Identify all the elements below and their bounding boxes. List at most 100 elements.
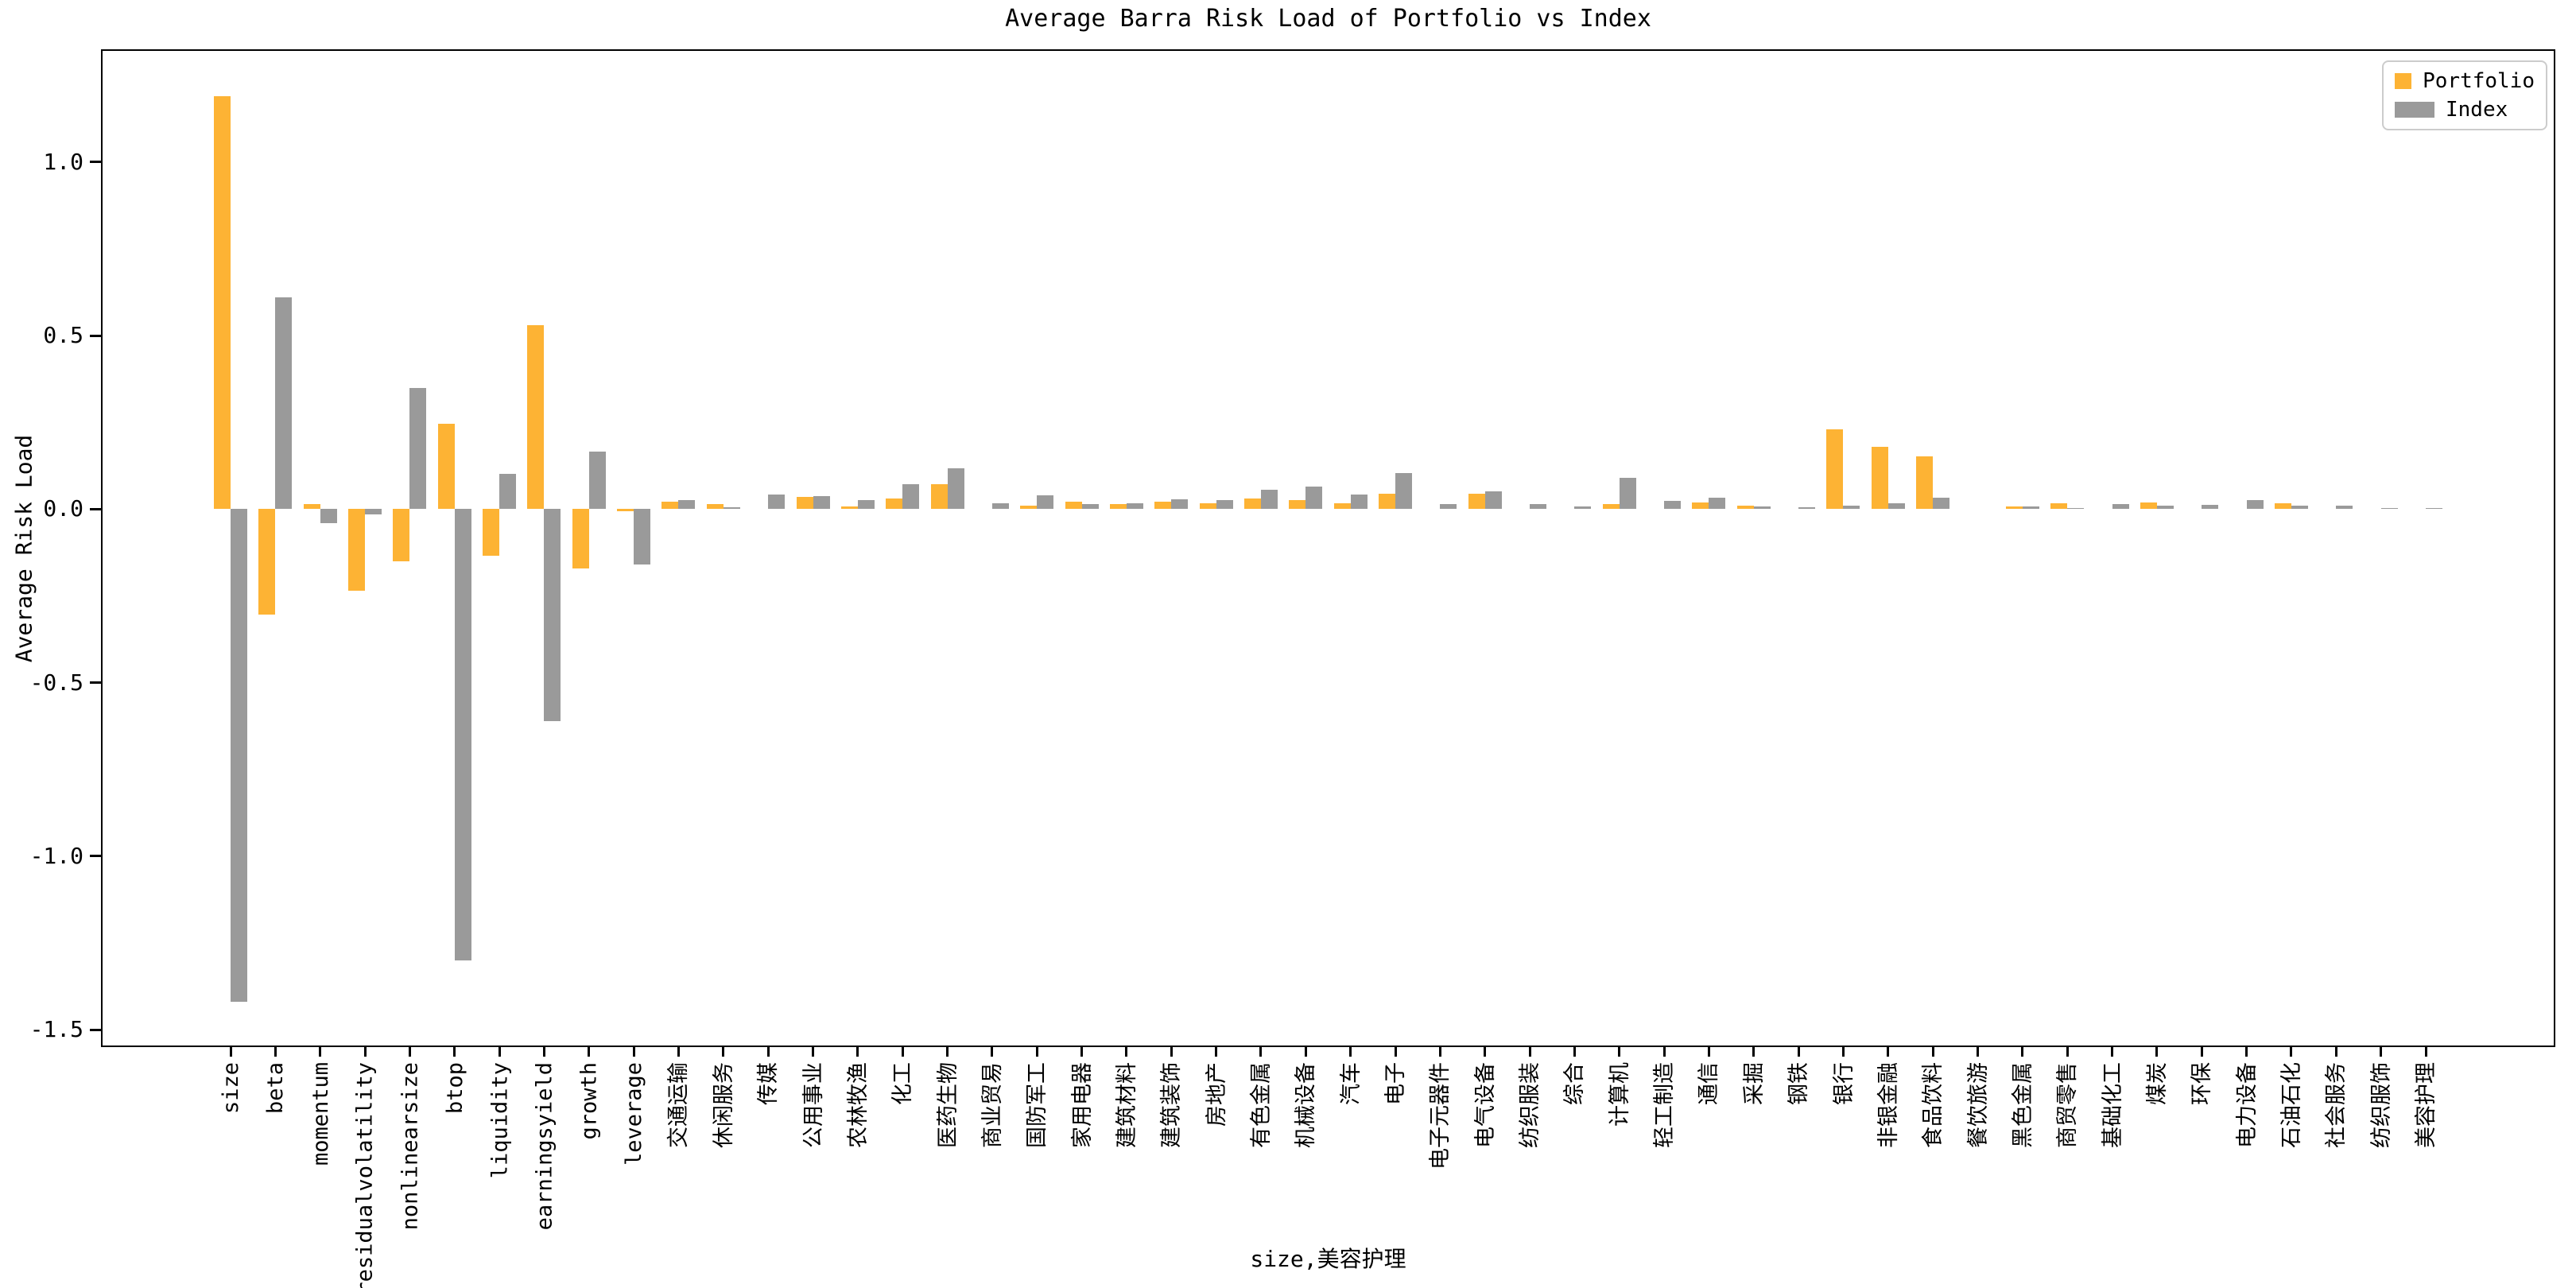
x-tick-mark [2424, 1047, 2427, 1057]
x-tick-mark [1618, 1047, 1621, 1057]
bar-index-40 [2022, 506, 2039, 510]
x-tick-label: 建筑材料 [1114, 1062, 1139, 1148]
legend-swatch-portfolio-icon [2395, 73, 2412, 89]
bar-index-34 [1753, 506, 1771, 510]
y-tick-mark [90, 1028, 101, 1031]
bar-portfolio-13 [796, 497, 813, 510]
x-tick-label: 化工 [890, 1062, 916, 1105]
x-tick-mark [856, 1047, 859, 1057]
bar-index-45 [2246, 500, 2264, 510]
x-tick-mark [1573, 1047, 1576, 1057]
bar-index-30 [1574, 506, 1592, 510]
x-tick-mark [1125, 1047, 1128, 1057]
legend-item-portfolio: Portfolio [2395, 70, 2535, 92]
bar-index-42 [2112, 504, 2129, 510]
legend-swatch-index-icon [2395, 102, 2434, 118]
bar-index-27 [1440, 504, 1457, 510]
x-tick-label: 纺织服饰 [2368, 1062, 2394, 1148]
x-tick-label: residualvolatility [353, 1062, 378, 1288]
x-tick-label: 家用电器 [1069, 1062, 1095, 1148]
bar-portfolio-4 [393, 509, 410, 561]
bar-index-46 [2291, 506, 2308, 510]
x-tick-mark [229, 1047, 232, 1057]
bar-index-37 [1887, 502, 1905, 510]
x-tick-label: 房地产 [1204, 1062, 1229, 1127]
bar-index-5 [454, 509, 471, 960]
y-tick-label: 0.0 [43, 495, 83, 522]
bar-portfolio-37 [1871, 447, 1888, 510]
x-tick-mark [2155, 1047, 2159, 1057]
bar-index-33 [1709, 497, 1726, 510]
bar-index-35 [1798, 506, 1816, 510]
x-tick-label: 非银金融 [1876, 1062, 1901, 1148]
x-tick-mark [1977, 1047, 1980, 1057]
bar-portfolio-3 [348, 509, 366, 591]
bar-index-10 [678, 499, 696, 510]
bar-portfolio-9 [617, 509, 634, 512]
bar-portfolio-43 [2140, 502, 2157, 510]
x-tick-mark [1215, 1047, 1218, 1057]
x-tick-mark [1080, 1047, 1084, 1057]
bar-index-0 [231, 509, 247, 1003]
bar-index-1 [275, 297, 293, 510]
x-tick-mark [1662, 1047, 1666, 1057]
bar-portfolio-20 [1109, 504, 1127, 510]
x-tick-mark [2380, 1047, 2383, 1057]
x-tick-label: 汽车 [1338, 1062, 1364, 1105]
bar-index-20 [1126, 502, 1143, 510]
y-tick-mark [90, 681, 101, 685]
x-tick-mark [677, 1047, 680, 1057]
bar-index-13 [813, 496, 830, 510]
x-tick-mark [2021, 1047, 2024, 1057]
x-tick-label: 电子 [1383, 1062, 1409, 1105]
y-tick-label: 0.5 [43, 322, 83, 349]
bar-portfolio-21 [1154, 501, 1172, 510]
legend-item-index: Index [2395, 99, 2535, 121]
bar-portfolio-0 [214, 95, 231, 510]
x-tick-label: 基础化工 [2100, 1062, 2125, 1148]
bar-index-22 [1216, 500, 1233, 510]
x-tick-mark [408, 1047, 411, 1057]
x-tick-mark [632, 1047, 635, 1057]
x-tick-mark [1438, 1047, 1441, 1057]
bar-index-11 [723, 507, 740, 510]
x-tick-mark [588, 1047, 591, 1057]
x-tick-mark [1887, 1047, 1890, 1057]
bar-index-17 [991, 502, 1009, 510]
bar-index-24 [1305, 486, 1323, 510]
bar-index-7 [544, 509, 561, 721]
x-tick-mark [1797, 1047, 1800, 1057]
bar-index-49 [2426, 507, 2442, 510]
bar-portfolio-41 [2050, 503, 2068, 510]
bar-portfolio-16 [930, 483, 948, 510]
bar-index-14 [857, 500, 875, 510]
x-tick-mark [901, 1047, 904, 1057]
bar-portfolio-19 [1065, 502, 1082, 510]
x-tick-label: size [219, 1062, 243, 1115]
bar-index-43 [2156, 506, 2174, 510]
x-tick-mark [1752, 1047, 1755, 1057]
bar-index-18 [1037, 495, 1054, 510]
bar-portfolio-14 [840, 506, 858, 510]
x-tick-label: 采掘 [1741, 1062, 1767, 1105]
bar-index-4 [409, 387, 427, 510]
legend-label-index: Index [2446, 98, 2508, 122]
x-tick-label: liquidity [487, 1062, 513, 1179]
bar-index-8 [588, 452, 606, 510]
x-tick-label: btop [442, 1062, 467, 1115]
bar-portfolio-2 [303, 503, 320, 510]
bar-portfolio-46 [2274, 502, 2291, 510]
bar-portfolio-28 [1468, 494, 1485, 510]
x-tick-mark [1931, 1047, 1934, 1057]
x-tick-label: 电气设备 [1472, 1062, 1498, 1148]
bar-portfolio-26 [1379, 494, 1396, 510]
x-tick-label: 美容护理 [2414, 1062, 2438, 1148]
bar-index-16 [947, 468, 964, 510]
x-tick-mark [1349, 1047, 1352, 1057]
bar-index-12 [768, 495, 786, 510]
bar-index-19 [1081, 504, 1099, 510]
x-tick-mark [1394, 1047, 1397, 1057]
bar-portfolio-18 [1020, 506, 1038, 510]
x-tick-label: momentum [308, 1062, 333, 1166]
